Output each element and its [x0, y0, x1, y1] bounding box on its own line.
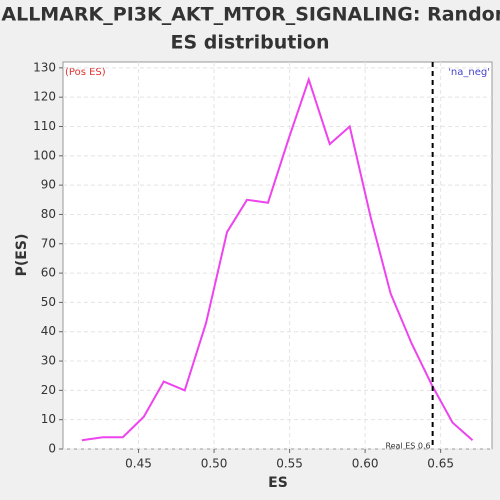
x-tick-label: 0.45	[125, 457, 152, 471]
annotation: 'na_neg'	[448, 67, 490, 78]
real-es-label: Real ES 0.6	[385, 442, 430, 451]
y-tick-label: 120	[33, 90, 56, 104]
y-tick-label: 100	[33, 148, 56, 162]
x-tick-label: 0.65	[427, 457, 454, 471]
y-tick-label: 40	[41, 324, 56, 338]
annotation: (Pos ES)	[65, 67, 106, 78]
x-axis-label: ES	[268, 475, 288, 491]
y-tick-label: 60	[41, 266, 56, 280]
chart-title: HALLMARK_PI3K_AKT_MTOR_SIGNALING: Random	[0, 4, 500, 26]
y-tick-label: 20	[41, 383, 56, 397]
x-tick-label: 0.50	[201, 457, 228, 471]
y-tick-label: 80	[41, 207, 56, 221]
x-tick-label: 0.55	[276, 457, 303, 471]
plot-area	[62, 61, 493, 450]
line-series	[81, 76, 474, 442]
y-tick-label: 30	[41, 354, 56, 368]
y-tick-label: 90	[41, 178, 56, 192]
y-tick-label: 50	[41, 295, 56, 309]
y-tick-label: 10	[41, 412, 56, 426]
y-tick-label: 130	[33, 60, 56, 74]
chart-title: ES distribution	[171, 32, 330, 54]
y-tick-label: 110	[33, 119, 56, 133]
x-tick-label: 0.60	[352, 457, 379, 471]
y-tick-label: 0	[48, 442, 56, 456]
y-tick-label: 70	[41, 236, 56, 250]
y-axis-label: P(ES)	[14, 234, 30, 277]
